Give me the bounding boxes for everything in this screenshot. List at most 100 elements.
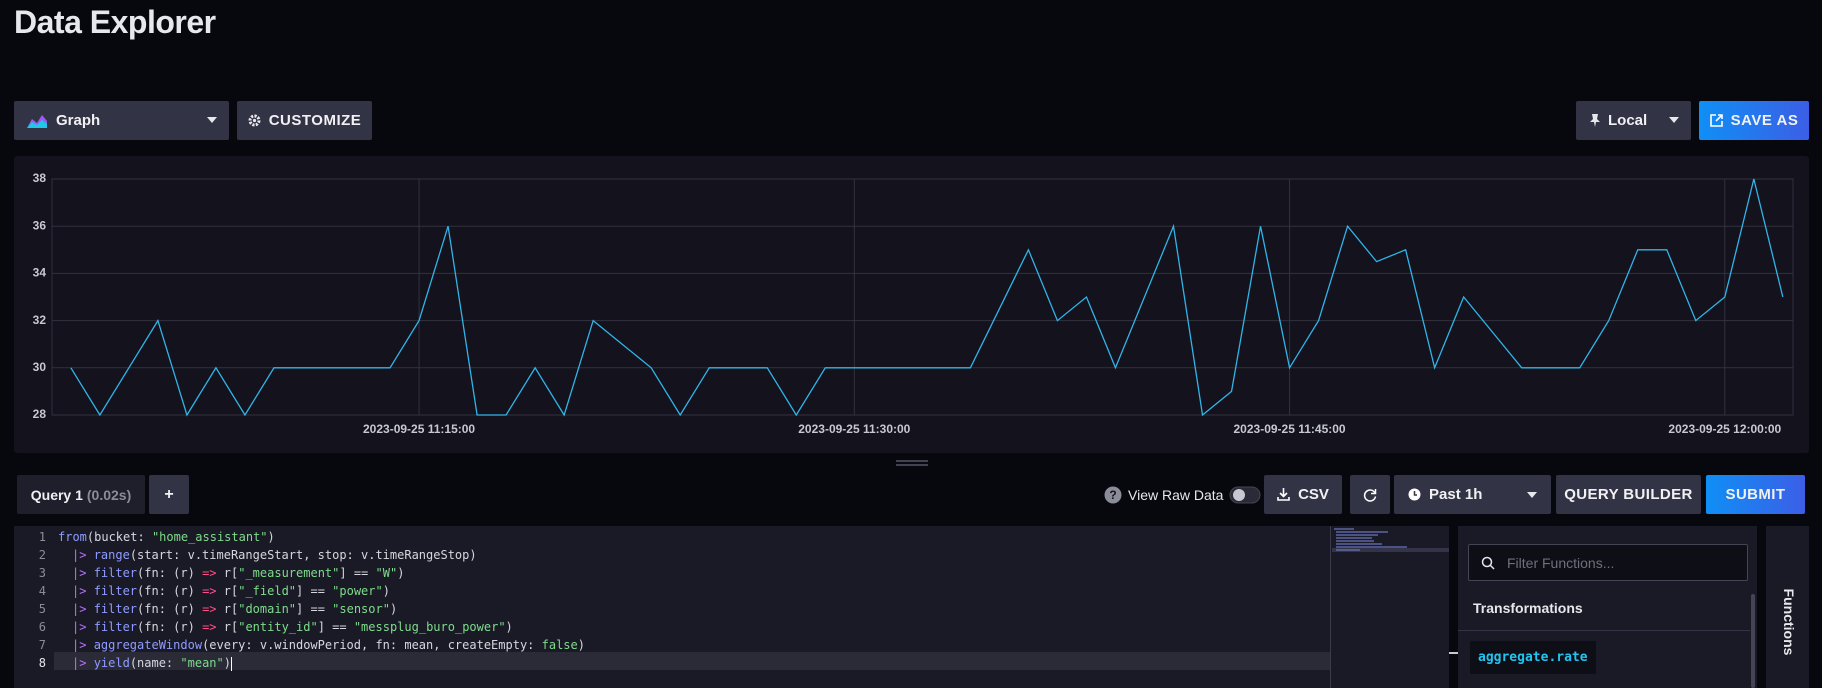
panel-resizer[interactable]: [1449, 652, 1458, 654]
line-number: 6: [38, 620, 46, 634]
line-chart: 28 30 32 34 36 38 2023-09-25 11:15:00 2023-09-2…: [33, 171, 1794, 436]
save-as-button[interactable]: SAVE AS: [1699, 101, 1809, 140]
submit-label: SUBMIT: [1725, 486, 1786, 503]
code-token: "_measurement": [238, 566, 340, 580]
line-number: 1: [38, 530, 46, 544]
x-tick-label: 2023-09-25 11:30:00: [798, 422, 910, 436]
svg-text:?: ?: [1109, 488, 1116, 502]
line-number: 7: [38, 638, 46, 652]
code-token: "mean": [180, 656, 224, 670]
code-token: range: [93, 548, 130, 562]
time-range-dropdown[interactable]: Past 1h: [1394, 475, 1551, 514]
code-token: ] ==: [339, 566, 376, 580]
download-icon: [1277, 488, 1290, 501]
code-token: aggregateWindow: [93, 638, 203, 652]
code-token: |>: [72, 602, 94, 616]
graph-panel: 28 30 32 34 36 38 2023-09-25 11:15:00 2023-09-2…: [14, 156, 1809, 453]
y-tick-label: 38: [33, 171, 47, 185]
functions-panel: Filter Functions... Transformations aggr…: [1458, 526, 1757, 688]
code-token: |>: [72, 566, 94, 580]
customize-label: CUSTOMIZE: [268, 112, 362, 129]
code-line: |> yield(name: "mean"): [72, 656, 232, 671]
line-number: 8: [38, 656, 46, 670]
query-builder-button[interactable]: QUERY BUILDER: [1556, 475, 1701, 514]
refresh-icon: [1363, 488, 1377, 502]
toggle-switch[interactable]: [1229, 485, 1261, 505]
code-token: r[: [216, 602, 239, 616]
code-line: |> aggregateWindow(every: v.windowPeriod…: [72, 638, 585, 652]
minimap-divider: [1330, 526, 1331, 688]
section-heading: Transformations: [1473, 600, 1583, 616]
code-line: |> range(start: v.timeRangeStart, stop: …: [72, 548, 477, 562]
code-token: |>: [72, 620, 94, 634]
code-token: r[: [216, 620, 239, 634]
csv-button[interactable]: CSV: [1264, 475, 1342, 514]
visualization-dropdown[interactable]: Graph: [14, 101, 229, 140]
code-token: |>: [72, 638, 94, 652]
resize-handle[interactable]: [896, 459, 928, 467]
code-token: "domain": [238, 602, 297, 616]
timezone-label: Local: [1608, 112, 1648, 129]
code-token: filter: [93, 620, 138, 634]
code-token: (name:: [129, 656, 181, 670]
code-token: =>: [202, 620, 217, 634]
save-as-label: SAVE AS: [1730, 112, 1799, 129]
code-token: "home_assistant": [151, 530, 268, 544]
code-token: (fn: (r): [137, 566, 203, 580]
line-number: 2: [38, 548, 46, 562]
x-tick-label: 2023-09-25 12:00:00: [1668, 422, 1781, 436]
filter-placeholder: Filter Functions...: [1507, 554, 1615, 571]
code-token: yield: [93, 656, 130, 670]
timezone-dropdown[interactable]: Local: [1576, 101, 1691, 140]
code-editor[interactable]: 1 from(bucket: "home_assistant") 2 |> range…: [14, 526, 1449, 688]
minimap: [1332, 528, 1449, 552]
code-token: ): [505, 620, 513, 634]
code-token: ] ==: [296, 584, 333, 598]
filter-functions-input[interactable]: Filter Functions...: [1468, 544, 1748, 581]
y-tick-label: 30: [33, 360, 47, 374]
code-token: "messplug_buro_power": [353, 620, 506, 634]
functions-tab-label: Functions: [1781, 588, 1797, 656]
add-query-label: +: [164, 485, 174, 503]
code-token: ): [267, 530, 275, 544]
clock-icon: [1408, 488, 1421, 501]
code-line: |> filter(fn: (r) => r["domain"] == "sen…: [72, 602, 397, 616]
customize-button[interactable]: CUSTOMIZE: [237, 101, 372, 140]
y-tick-label: 34: [33, 266, 47, 280]
function-item[interactable]: aggregate.rate: [1470, 641, 1596, 674]
export-icon: [1709, 114, 1723, 127]
scrollbar[interactable]: [1751, 594, 1755, 688]
y-tick-label: 32: [33, 313, 47, 327]
view-raw-data-toggle[interactable]: ? View Raw Data: [1104, 485, 1261, 505]
code-token: "_field": [238, 584, 297, 598]
plot-frame: [51, 178, 1794, 416]
refresh-button[interactable]: [1350, 475, 1390, 514]
y-tick-label: 36: [33, 218, 47, 232]
caret-icon: [207, 117, 217, 123]
code-token: ): [389, 602, 398, 616]
text-cursor: [230, 656, 232, 671]
code-token: "entity_id": [238, 620, 318, 634]
current-line-highlight: [54, 652, 1330, 670]
query-builder-label: QUERY BUILDER: [1564, 486, 1693, 503]
caret-icon: [1527, 492, 1537, 498]
search-icon: [1481, 556, 1495, 570]
query-tab[interactable]: Query 1 (0.02s): [17, 475, 145, 514]
line-number: 4: [38, 584, 46, 598]
code-token: "power": [332, 584, 383, 598]
caret-icon: [1669, 117, 1679, 123]
code-token: (fn: (r): [137, 584, 203, 598]
functions-tab[interactable]: Functions: [1766, 526, 1809, 688]
add-query-button[interactable]: +: [149, 475, 189, 514]
submit-button[interactable]: SUBMIT: [1706, 475, 1805, 514]
code-token: ): [397, 566, 405, 580]
code-token: ): [577, 638, 585, 652]
x-tick-label: 2023-09-25 11:45:00: [1234, 422, 1346, 436]
code-line: |> filter(fn: (r) => r["_measurement"] =…: [72, 566, 404, 580]
code-token: (fn: (r): [137, 602, 203, 616]
y-tick-label: 28: [33, 407, 47, 421]
code-token: filter: [93, 566, 138, 580]
code-token: (fn: (r): [137, 620, 203, 634]
code-token: filter: [93, 584, 138, 598]
